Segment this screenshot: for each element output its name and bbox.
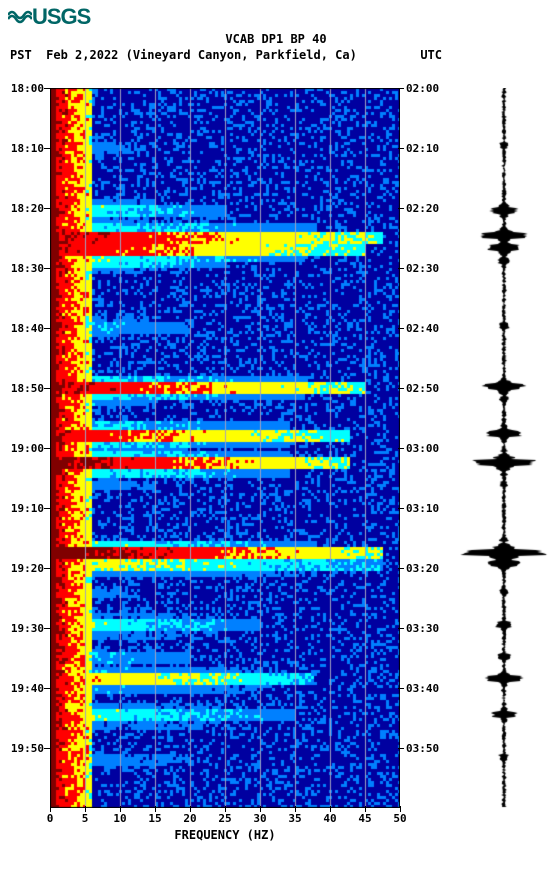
date-label: Feb 2,2022 <box>46 48 118 62</box>
right-tick-label: 03:30 <box>406 622 439 635</box>
x-tick-label: 25 <box>218 812 231 825</box>
right-tick-label: 03:50 <box>406 742 439 755</box>
x-tick-label: 35 <box>288 812 301 825</box>
logo-text: USGS <box>32 4 90 29</box>
location-label: (Vineyard Canyon, Parkfield, Ca) <box>126 48 357 62</box>
left-tick-label: 19:30 <box>11 622 44 635</box>
chart-subtitle: PST Feb 2,2022 (Vineyard Canyon, Parkfie… <box>10 48 542 62</box>
right-tick-label: 03:20 <box>406 562 439 575</box>
tz-right-label: UTC <box>420 48 442 62</box>
right-tick-label: 03:00 <box>406 442 439 455</box>
x-tick-label: 40 <box>323 812 336 825</box>
right-tick-label: 02:50 <box>406 382 439 395</box>
frequency-axis-ticks: 05101520253035404550 <box>50 812 400 826</box>
left-tick-label: 18:00 <box>11 82 44 95</box>
left-tick-label: 19:40 <box>11 682 44 695</box>
right-tick-label: 02:10 <box>406 142 439 155</box>
tz-left-label: PST <box>10 48 32 62</box>
x-tick-label: 30 <box>253 812 266 825</box>
spectrogram-plot <box>50 88 400 808</box>
left-tick-label: 18:40 <box>11 322 44 335</box>
right-tick-label: 02:40 <box>406 322 439 335</box>
x-tick-label: 15 <box>148 812 161 825</box>
right-tick-label: 03:40 <box>406 682 439 695</box>
right-tick-label: 02:00 <box>406 82 439 95</box>
left-tick-label: 19:20 <box>11 562 44 575</box>
left-tick-label: 19:00 <box>11 442 44 455</box>
x-tick-label: 20 <box>183 812 196 825</box>
left-tick-label: 18:50 <box>11 382 44 395</box>
x-tick-label: 50 <box>393 812 406 825</box>
right-time-axis: 02:0002:1002:2002:3002:4002:5003:0003:10… <box>402 88 450 808</box>
seismogram-trace <box>460 88 548 808</box>
left-tick-label: 19:10 <box>11 502 44 515</box>
left-tick-label: 19:50 <box>11 742 44 755</box>
left-tick-label: 18:20 <box>11 202 44 215</box>
frequency-axis-label: FREQUENCY (HZ) <box>50 828 400 842</box>
right-tick-label: 03:10 <box>406 502 439 515</box>
x-tick-label: 5 <box>82 812 89 825</box>
left-tick-label: 18:10 <box>11 142 44 155</box>
right-tick-label: 02:30 <box>406 262 439 275</box>
x-tick-label: 0 <box>47 812 54 825</box>
left-tick-label: 18:30 <box>11 262 44 275</box>
usgs-logo: USGS <box>8 4 90 31</box>
x-tick-label: 10 <box>113 812 126 825</box>
chart-title: VCAB DP1 BP 40 <box>0 32 552 46</box>
right-tick-label: 02:20 <box>406 202 439 215</box>
left-time-axis: 18:0018:1018:2018:3018:4018:5019:0019:10… <box>0 88 48 808</box>
x-tick-label: 45 <box>358 812 371 825</box>
